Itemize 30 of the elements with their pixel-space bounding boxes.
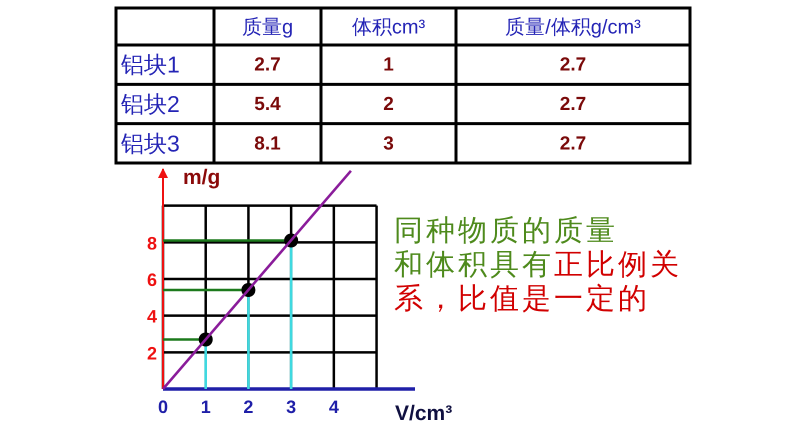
y-tick-label: 6 [146,270,157,290]
y-axis-title: m/g [183,166,220,189]
data-label: 8.1 [254,133,282,154]
y-tick-label: 4 [146,306,157,327]
x-tick-label: 质量g [242,16,294,38]
data-label: 2 [383,94,394,115]
x-tick-label: 体积cm³ [352,16,426,38]
x-tick-label: 2 [243,397,254,417]
annotation: 正比例关 [554,247,682,281]
x-tick-label: 0 [158,397,168,417]
y-tick-label: 8 [146,233,157,254]
y-tick-label: 2 [146,343,157,364]
y-tick-label: 铝块2 [120,91,180,117]
annotation: 同种物质的质量 [394,213,618,247]
data-label: 2.7 [560,54,586,76]
x-tick-label: 质量/体积g/cm³ [505,16,642,38]
data-label: 2.7 [560,94,586,115]
data-label: 5.4 [254,94,282,115]
annotation: 和体积具有 [394,247,554,281]
x-tick-label: 4 [328,397,339,417]
x-axis-title: V/cm³ [395,402,452,425]
annotation: 系，比值是一定的 [394,281,650,315]
y-tick-label: 铝块1 [120,52,180,78]
data-label: 3 [383,133,394,154]
x-tick-label: 1 [200,397,211,417]
data-label: 2.7 [254,54,281,76]
x-tick-label: 3 [286,397,296,417]
data-label: 2.7 [560,133,586,154]
y-tick-label: 铝块3 [120,130,180,156]
data-label: 1 [383,54,394,76]
